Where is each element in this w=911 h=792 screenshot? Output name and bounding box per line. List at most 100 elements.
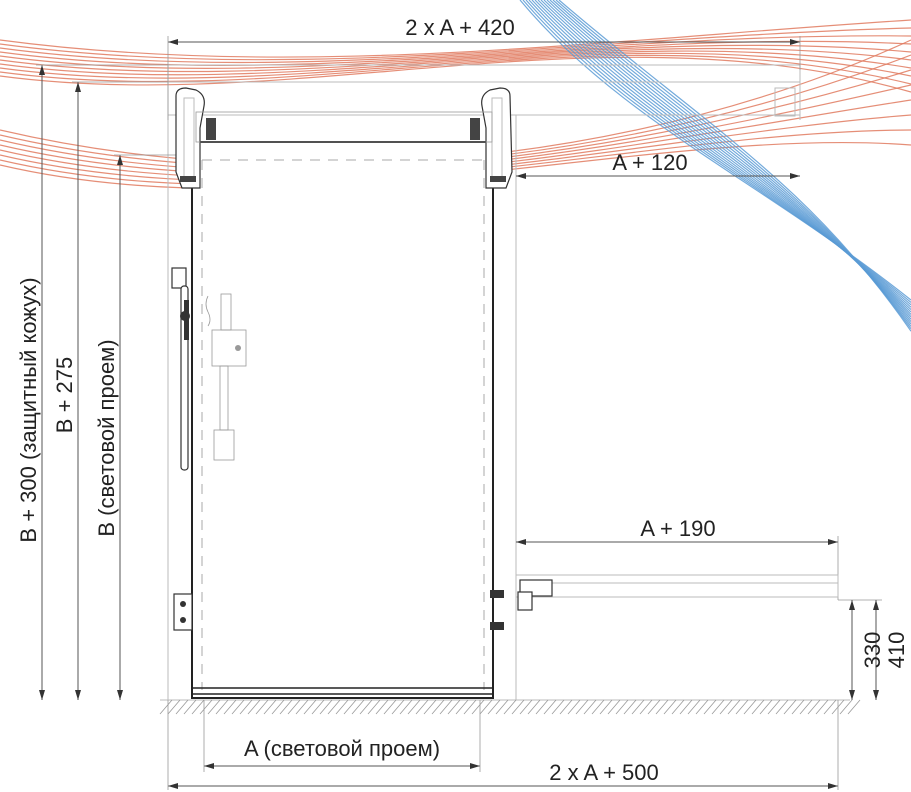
hatch-line — [559, 699, 573, 715]
decorative-blue-curves — [519, 0, 911, 332]
hatch-line — [511, 699, 525, 715]
door-handle — [171, 267, 190, 471]
hatch-line — [687, 699, 701, 715]
dim-330-label: 330 — [860, 632, 885, 669]
hatch-line — [191, 699, 205, 715]
hatch-line — [599, 699, 613, 715]
hatch-line — [703, 699, 717, 715]
hatch-line — [295, 699, 309, 715]
red-curve — [0, 27, 911, 61]
hatch-line — [551, 699, 565, 715]
hatch-line — [823, 699, 837, 715]
hatch-line — [359, 699, 373, 715]
dim-bottom-total-label: 2 x A + 500 — [549, 760, 658, 785]
hatch-line — [535, 699, 549, 715]
lock-mechanism — [205, 293, 247, 461]
hatch-line — [623, 699, 637, 715]
hatch-line — [615, 699, 629, 715]
hatch-line — [783, 699, 797, 715]
hatch-line — [815, 699, 829, 715]
dim-height-275-label: B + 275 — [52, 357, 77, 433]
dim-410-label: 410 — [884, 632, 909, 669]
hatch-line — [663, 699, 677, 715]
hatch-line — [335, 699, 349, 715]
hatch-line — [383, 699, 397, 715]
hatch-line — [607, 699, 621, 715]
red-curve — [0, 19, 911, 58]
hatch-line — [575, 699, 589, 715]
hatch-line — [207, 699, 221, 715]
dim-right-verticals: 330 410 — [838, 599, 909, 700]
hatch-line — [479, 699, 493, 715]
hatch-line — [751, 699, 765, 715]
hatch-line — [567, 699, 581, 715]
dim-top-width-label: 2 x A + 420 — [405, 15, 514, 40]
hatch-line — [695, 699, 709, 715]
dim-bottom-total: 2 x A + 500 — [167, 700, 839, 790]
red-curve — [0, 52, 911, 79]
hatch-line — [519, 699, 533, 715]
hatch-line — [839, 699, 853, 715]
floor-hatch — [159, 699, 861, 715]
hatch-line — [487, 699, 501, 715]
red-curve — [0, 47, 911, 73]
hatch-line — [287, 699, 301, 715]
hatch-line — [391, 699, 405, 715]
hatch-line — [495, 699, 509, 715]
hatch-line — [167, 699, 181, 715]
hatch-line — [399, 699, 413, 715]
red-curve — [0, 50, 911, 76]
dim-height-cover-label: B + 300 (защитный кожух) — [16, 277, 41, 542]
right-side-clips — [490, 590, 504, 630]
hatch-line — [591, 699, 605, 715]
hatch-line — [375, 699, 389, 715]
hatch-line — [423, 699, 437, 715]
hatch-line — [367, 699, 381, 715]
hatch-line — [343, 699, 357, 715]
bottom-guide-rail — [515, 574, 839, 611]
hatch-line — [223, 699, 237, 715]
red-curve — [0, 44, 911, 70]
hatch-line — [671, 699, 685, 715]
hatch-line — [239, 699, 253, 715]
hatch-line — [631, 699, 645, 715]
dim-shelf-width-label: A + 190 — [640, 516, 715, 541]
dim-clear-width: A (световой проем) — [203, 700, 481, 772]
dim-right-offset-label: A + 120 — [612, 150, 687, 175]
hatch-line — [463, 699, 477, 715]
hatch-line — [431, 699, 445, 715]
blue-curve — [558, 0, 911, 332]
top-track — [195, 111, 493, 143]
hatch-line — [799, 699, 813, 715]
hatch-line — [807, 699, 821, 715]
hatch-line — [471, 699, 485, 715]
hatch-line — [351, 699, 365, 715]
hatch-line — [743, 699, 757, 715]
hatch-line — [759, 699, 773, 715]
hatch-line — [263, 699, 277, 715]
hatch-line — [255, 699, 269, 715]
hatch-line — [775, 699, 789, 715]
hatch-line — [503, 699, 517, 715]
hatch-line — [183, 699, 197, 715]
hatch-line — [415, 699, 429, 715]
hatch-line — [847, 699, 861, 715]
hatch-line — [727, 699, 741, 715]
hatch-line — [791, 699, 805, 715]
hatch-line — [767, 699, 781, 715]
hatch-line — [455, 699, 469, 715]
hatch-line — [215, 699, 229, 715]
hatch-line — [583, 699, 597, 715]
dim-right-offset: A + 120 — [516, 150, 800, 179]
hatch-line — [407, 699, 421, 715]
dim-left-verticals: B + 300 (защитный кожух) B + 275 B (свет… — [16, 64, 192, 700]
hatch-line — [543, 699, 557, 715]
hatch-line — [271, 699, 285, 715]
hatch-line — [711, 699, 725, 715]
hatch-line — [679, 699, 693, 715]
hatch-line — [719, 699, 733, 715]
hatch-line — [247, 699, 261, 715]
hatch-line — [231, 699, 245, 715]
hatch-line — [439, 699, 453, 715]
